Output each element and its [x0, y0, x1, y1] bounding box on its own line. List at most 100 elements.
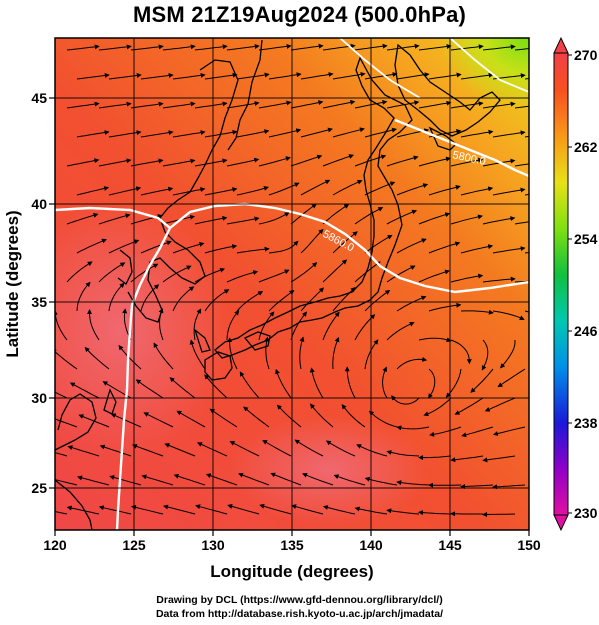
streamline: [332, 71, 366, 80]
streamline: [460, 484, 494, 489]
streamline: [209, 408, 238, 428]
streamline: [309, 367, 324, 399]
streamline: [386, 100, 420, 109]
streamline: [514, 163, 529, 167]
streamline: [76, 281, 91, 312]
streamline: [291, 504, 324, 515]
streamline: [66, 44, 100, 51]
streamline: [162, 44, 196, 51]
credit-line-data-source: Data from http://database.rish.kyoto-u.a…: [155, 608, 444, 620]
streamline: [264, 336, 270, 370]
streamline: [356, 444, 388, 457]
streamline: [332, 179, 363, 196]
streamline: [55, 479, 78, 486]
streamline: [130, 158, 164, 167]
streamline: [236, 72, 270, 80]
streamline: [55, 511, 68, 515]
streamline: [135, 379, 164, 399]
streamline: [98, 44, 132, 51]
streamline: [66, 212, 99, 225]
y-tick-label: 40: [31, 196, 47, 212]
y-tick-labels: 25 30 35 40 45: [31, 90, 47, 496]
colorbar-tick-label: 254: [574, 231, 598, 247]
streamline: [140, 73, 174, 80]
streamline: [386, 508, 420, 515]
streamline: [396, 295, 427, 312]
streamline: [99, 444, 132, 457]
cold-region-shading: [330, 38, 529, 198]
streamline: [325, 440, 356, 457]
streamline: [226, 310, 240, 341]
streamline: [386, 43, 420, 51]
streamline: [262, 440, 292, 457]
streamline: [193, 308, 202, 341]
streamline: [524, 193, 529, 196]
streamline: [204, 289, 230, 312]
streamline: [418, 100, 452, 109]
map-title: MSM 21Z19Aug2024 (500.0hPa): [132, 2, 467, 27]
streamline: [364, 339, 379, 370]
warm-region-west: [55, 200, 230, 460]
streamline: [118, 344, 142, 370]
x-tick-label: 130: [201, 537, 225, 553]
streamline: [55, 418, 78, 428]
streamline: [332, 231, 358, 254]
streamline: [268, 240, 299, 254]
streamline: [396, 480, 430, 486]
streamline: [482, 44, 516, 51]
streamline: [268, 72, 302, 80]
streamline: [236, 291, 264, 312]
streamline: [268, 290, 295, 312]
streamline: [226, 157, 260, 167]
streamline: [524, 251, 529, 254]
streamline: [354, 261, 381, 283]
streamline: [482, 216, 516, 225]
streamline: [381, 366, 388, 399]
streamline: [173, 473, 206, 486]
streamline: [460, 72, 494, 80]
x-tick-label: 140: [359, 537, 383, 553]
x-tick-label: 145: [438, 537, 462, 553]
streamline: [140, 284, 160, 312]
streamline: [333, 474, 366, 486]
streamline: [290, 311, 308, 341]
streamline: [332, 336, 340, 370]
streamline: [454, 397, 484, 415]
streamline: [163, 504, 196, 515]
streamline: [66, 158, 100, 167]
streamline: [418, 337, 452, 343]
streamline: [386, 209, 418, 225]
streamline: [418, 455, 452, 461]
streamline: [391, 395, 420, 405]
streamline: [450, 101, 484, 109]
streamline: [450, 157, 484, 167]
streamline: [66, 261, 93, 283]
y-tick-label: 35: [31, 294, 47, 310]
streamline: [492, 187, 526, 196]
streamline: [227, 504, 260, 515]
streamline: [172, 130, 206, 138]
streamline: [76, 238, 107, 254]
streamline: [322, 204, 350, 225]
streamline: [76, 73, 110, 80]
streamline: [130, 44, 164, 51]
streamline: [482, 455, 516, 463]
streamline: [396, 425, 430, 431]
streamline: [332, 127, 365, 138]
streamline: [482, 276, 516, 283]
streamline: [396, 238, 427, 254]
streamline: [514, 280, 529, 283]
streamline: [108, 73, 142, 80]
streamline: [140, 130, 174, 138]
streamline: [423, 397, 452, 417]
streamline: [108, 130, 142, 138]
streamline: [268, 128, 302, 138]
streamline: [300, 127, 333, 138]
streamline: [418, 510, 452, 516]
streamline: [258, 100, 292, 109]
streamline: [258, 311, 275, 341]
streamline: [322, 311, 340, 341]
streamline: [169, 377, 196, 399]
streamline: [322, 154, 355, 167]
streamline: [236, 129, 270, 138]
